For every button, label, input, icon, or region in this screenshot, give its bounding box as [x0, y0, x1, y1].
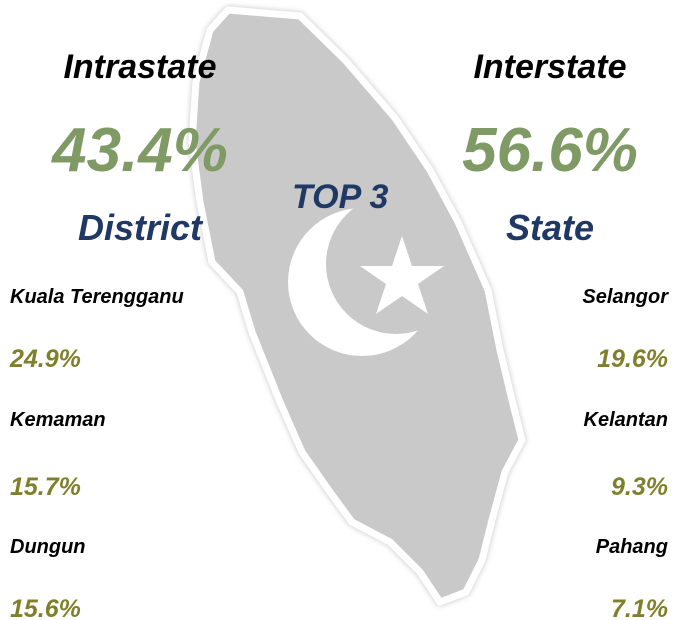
item-name: Kuala Terengganu: [10, 286, 184, 308]
item-name: Pahang: [595, 536, 668, 558]
star: [360, 236, 444, 314]
intrastate-share: 43.4%: [52, 116, 228, 185]
interstate-share: 56.6%: [462, 116, 638, 185]
item-share: 19.6%: [597, 345, 668, 373]
item-name: Kemaman: [10, 409, 106, 431]
intrastate-label: District: [77, 207, 203, 248]
item-share: 9.3%: [611, 473, 668, 501]
item-share: 15.6%: [10, 595, 81, 620]
item-name: Dungun: [10, 536, 86, 558]
item-share: 7.1%: [611, 595, 668, 620]
interstate-label: State: [505, 207, 595, 248]
item-share: 15.7%: [10, 473, 81, 501]
item-name: Selangor: [582, 286, 668, 308]
center-label: TOP 3: [292, 178, 389, 216]
item-name: Kelantan: [583, 409, 668, 431]
interstate-title: Interstate: [473, 48, 627, 86]
intrastate-title: Intrastate: [63, 48, 217, 86]
item-share: 24.9%: [10, 345, 81, 373]
